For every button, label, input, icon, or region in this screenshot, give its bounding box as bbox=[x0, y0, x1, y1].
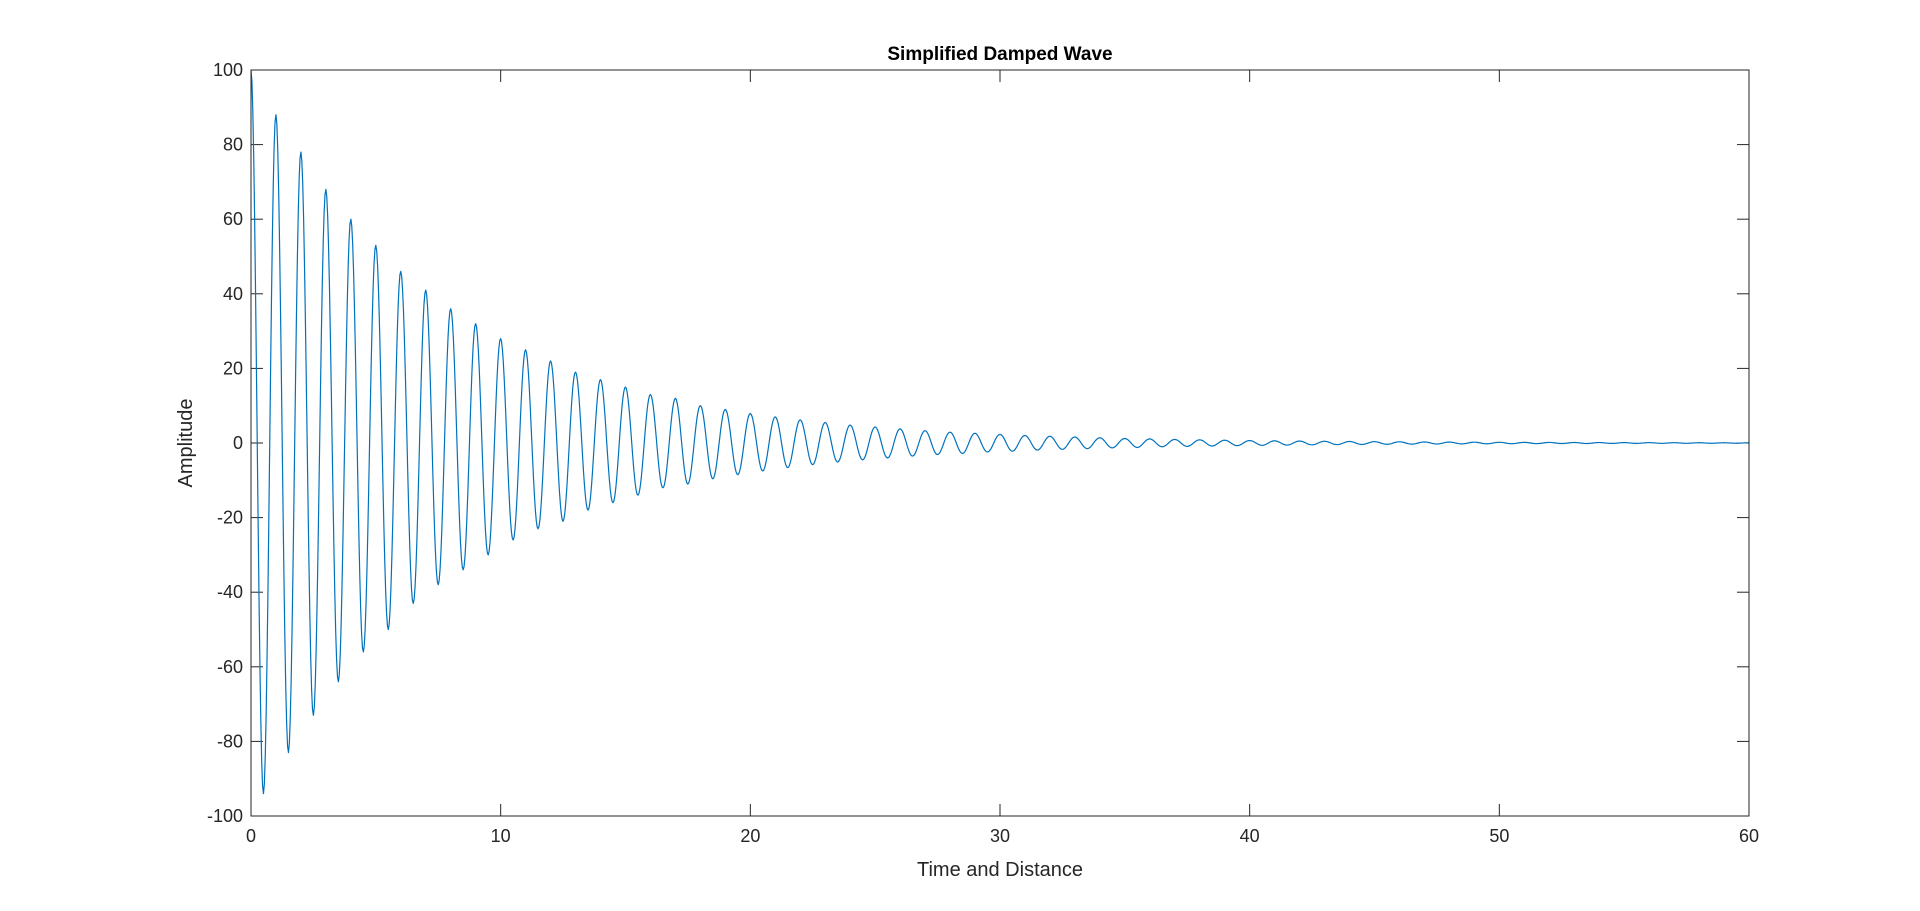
y-tick-label: 0 bbox=[233, 433, 243, 453]
y-tick-label: -80 bbox=[217, 731, 243, 751]
damped-wave-line bbox=[250, 69, 1749, 795]
x-tick-label: 30 bbox=[990, 826, 1010, 846]
series-group bbox=[250, 69, 1749, 795]
y-tick-label: 20 bbox=[223, 358, 243, 378]
chart-title: Simplified Damped Wave bbox=[887, 44, 1112, 65]
x-tick-label: 40 bbox=[1240, 826, 1260, 846]
x-tick-label: 60 bbox=[1739, 826, 1759, 846]
plot-area bbox=[251, 70, 1749, 816]
y-tick-label: -100 bbox=[207, 806, 243, 826]
x-axis-label: Time and Distance bbox=[917, 859, 1083, 881]
axes-box bbox=[250, 69, 1750, 817]
x-tick-label: 0 bbox=[246, 826, 256, 846]
x-tick-label: 10 bbox=[491, 826, 511, 846]
y-tick-label: 40 bbox=[223, 284, 243, 304]
y-tick-label: -20 bbox=[217, 508, 243, 528]
x-tick-label: 50 bbox=[1489, 826, 1509, 846]
y-tick-label: 100 bbox=[213, 60, 243, 80]
y-axis-label: Amplitude bbox=[175, 399, 197, 488]
y-tick-label: 80 bbox=[223, 135, 243, 155]
y-tick-label: -40 bbox=[217, 582, 243, 602]
axes: 0 10 20 30 40 50 60 -100 -80 -60 -40 -20 0 20 40 60 80 10… bbox=[207, 60, 1759, 846]
x-tick-label: 20 bbox=[740, 826, 760, 846]
y-tick-label: 60 bbox=[223, 209, 243, 229]
y-tick-label: -60 bbox=[217, 657, 243, 677]
